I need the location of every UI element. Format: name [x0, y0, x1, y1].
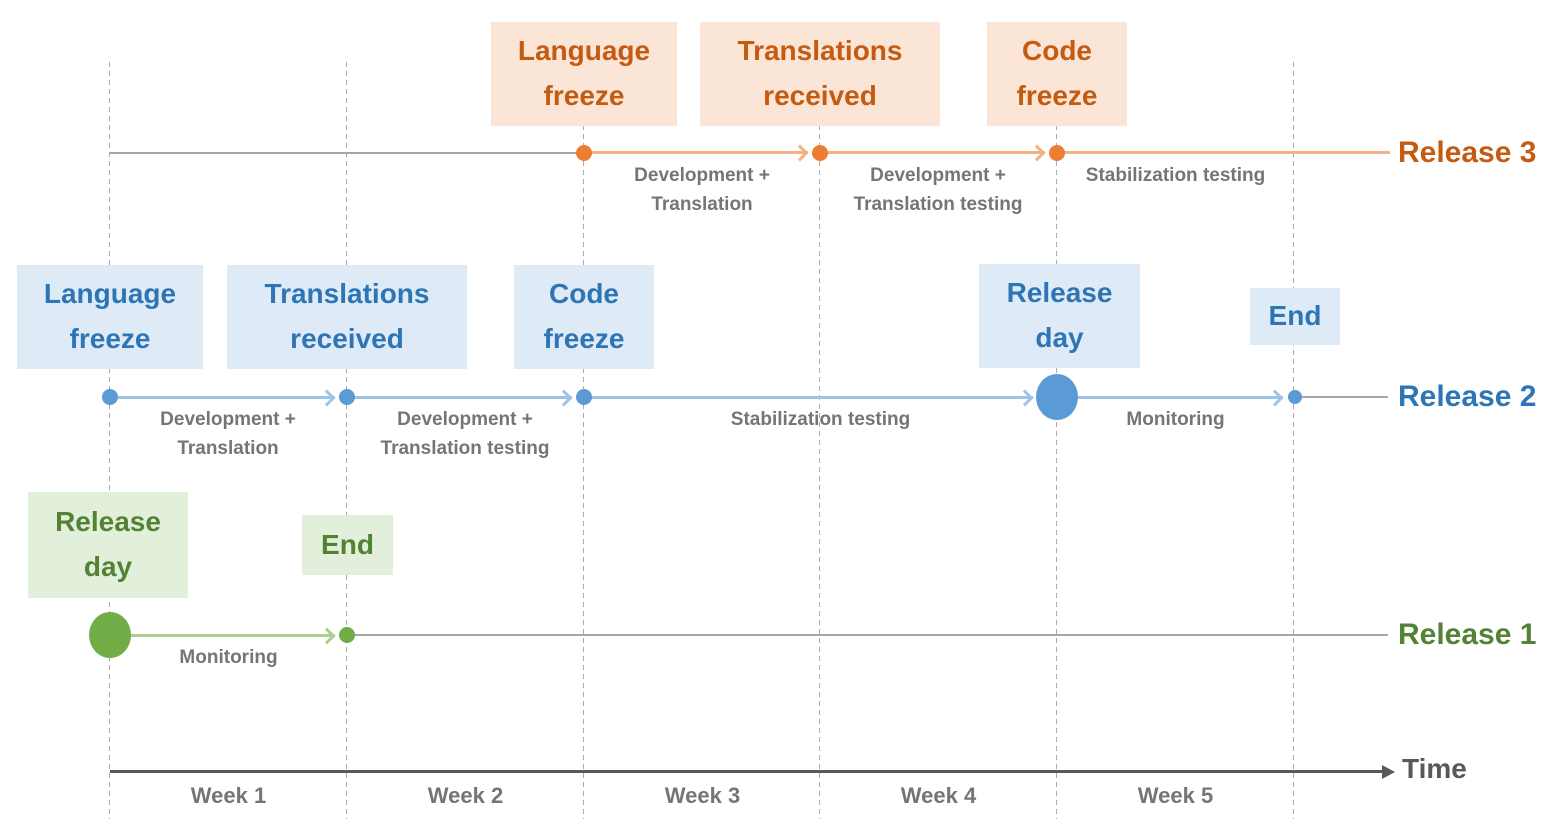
release3-phase-label-development-translation-testing: Development + Translation testing	[853, 165, 1023, 215]
release2-phase-arrow-stabilization-testing	[584, 396, 1033, 399]
release1-phase-label-monitoring: Monitoring	[179, 647, 278, 668]
week-label-2: Week 2	[427, 783, 504, 808]
release2-phase-arrow-development-translation	[110, 396, 335, 399]
release1-milestone-box-end: End	[302, 515, 393, 575]
milestone-label: Translations received	[264, 278, 430, 354]
release2-milestone-dot-translations-received	[339, 389, 355, 405]
gridline-week-start-4	[819, 62, 820, 819]
release3-milestone-box-translations-received: Translations received	[700, 22, 940, 126]
milestone-label: End	[1268, 300, 1322, 332]
time-axis-line	[110, 770, 1384, 773]
release2-milestone-dot-end	[1288, 390, 1302, 404]
release2-milestone-box-language-freeze: Language freeze	[17, 265, 203, 369]
release2-milestone-box-release-day: Release day	[979, 264, 1140, 368]
milestone-label: Release day	[55, 506, 161, 582]
release3-name-label: Release 3	[1398, 136, 1537, 169]
release2-milestone-dot-release-day	[1036, 374, 1078, 420]
release2-phase-label-development-translation-testing: Development + Translation testing	[380, 409, 550, 459]
release2-milestone-box-translations-received: Translations received	[227, 265, 467, 369]
release2-phase-label-stabilization-testing: Stabilization testing	[730, 409, 911, 430]
release2-tail-line	[1294, 396, 1388, 398]
release3-milestone-dot-code-freeze	[1049, 145, 1065, 161]
release3-milestone-dot-translations-received	[812, 145, 828, 161]
release3-phase-arrow-development-translation	[584, 151, 808, 154]
week-label-1: Week 1	[190, 783, 267, 808]
release2-phase-arrow-development-translation-testing	[347, 396, 572, 399]
milestone-label: Language freeze	[43, 278, 177, 354]
release3-phase-arrow-development-translation-testing	[820, 151, 1045, 154]
release3-lead-line	[110, 152, 584, 154]
time-axis-arrowhead-icon	[1382, 765, 1395, 779]
release1-milestone-dot-end	[339, 627, 355, 643]
release1-name-label: Release 1	[1398, 618, 1537, 651]
release2-phase-label-monitoring: Monitoring	[1126, 409, 1225, 430]
week-label-3: Week 3	[664, 783, 741, 808]
gridline-week-start-1	[109, 62, 110, 819]
gridline-week-start-2	[346, 62, 347, 819]
milestone-label: Code freeze	[543, 278, 625, 354]
release1-milestone-box-release-day: Release day	[28, 492, 188, 598]
time-axis-label: Time	[1402, 753, 1467, 784]
milestone-label: End	[321, 528, 374, 560]
milestone-label: Language freeze	[517, 35, 651, 111]
release1-milestone-dot-release-day	[89, 612, 131, 658]
milestone-label: Release day	[1006, 277, 1113, 353]
release2-milestone-box-code-freeze: Code freeze	[514, 265, 654, 369]
release3-milestone-dot-language-freeze	[576, 145, 592, 161]
week-label-4: Week 4	[900, 783, 977, 808]
release1-phase-arrow-monitoring	[110, 634, 335, 637]
release2-phase-label-development-translation: Development + Translation	[160, 409, 296, 459]
release2-name-label: Release 2	[1398, 380, 1537, 413]
release2-milestone-dot-language-freeze	[102, 389, 118, 405]
release2-milestone-box-end: End	[1250, 288, 1340, 345]
milestone-label: Translations received	[737, 35, 903, 111]
release3-milestone-box-language-freeze: Language freeze	[491, 22, 677, 126]
release3-milestone-box-code-freeze: Code freeze	[987, 22, 1127, 126]
milestone-label: Code freeze	[1016, 35, 1098, 111]
release1-tail-line	[347, 634, 1388, 636]
release2-milestone-dot-code-freeze	[576, 389, 592, 405]
release2-phase-arrow-monitoring	[1057, 396, 1283, 399]
release3-phase-label-development-translation: Development + Translation	[634, 165, 770, 215]
release3-phase-line-stabilization-testing	[1057, 151, 1390, 154]
week-label-5: Week 5	[1137, 783, 1214, 808]
gridline-week-start-3	[583, 62, 584, 819]
release3-phase-label-stabilization-testing: Stabilization testing	[1085, 165, 1266, 186]
gridline-week-start-5	[1056, 62, 1057, 819]
gridline-week-end-5	[1293, 62, 1294, 819]
